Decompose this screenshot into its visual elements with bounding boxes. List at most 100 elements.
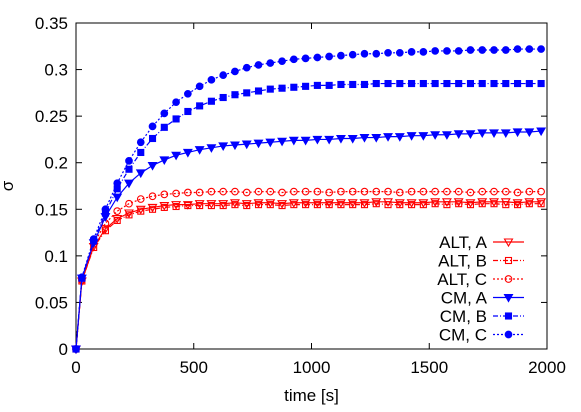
data-point-cm-c xyxy=(537,45,545,53)
data-point-cm-a xyxy=(194,146,205,155)
data-point-alt-a xyxy=(524,198,535,207)
data-point-cm-a xyxy=(453,130,464,139)
data-point-alt-c xyxy=(172,189,180,198)
data-point-alt-b xyxy=(278,202,286,210)
data-point-alt-a xyxy=(265,199,276,208)
data-point-alt-b xyxy=(384,201,392,209)
data-point-cm-a xyxy=(418,132,429,141)
legend-label-cm-a: CM, A xyxy=(441,289,488,308)
data-point-alt-b xyxy=(502,201,510,209)
data-point-alt-c xyxy=(313,187,322,196)
data-point-alt-b xyxy=(231,201,239,209)
data-point-cm-a xyxy=(277,137,288,147)
data-point-alt-c xyxy=(337,187,345,196)
data-point-alt-b xyxy=(137,207,145,215)
data-point-cm-b xyxy=(207,97,215,105)
data-point-cm-b xyxy=(125,165,133,173)
data-point-alt-c xyxy=(136,195,145,203)
data-point-cm-a xyxy=(300,136,311,146)
data-point-cm-b xyxy=(502,79,510,88)
data-point-cm-a xyxy=(324,135,335,145)
data-point-alt-a xyxy=(512,199,523,208)
x-tick-label: 1000 xyxy=(293,358,331,377)
data-point-alt-c xyxy=(278,188,286,197)
y-tick-label: 0 xyxy=(59,340,68,359)
data-point-alt-b xyxy=(219,202,227,210)
data-point-alt-b xyxy=(101,227,109,235)
data-point-cm-b xyxy=(184,107,192,116)
series-line-alt-b xyxy=(75,203,542,350)
x-tick-label: 0 xyxy=(71,358,80,377)
data-point-alt-a xyxy=(135,205,146,215)
y-tick-label: 0.2 xyxy=(44,154,68,173)
data-point-alt-a xyxy=(335,199,346,208)
data-point-alt-a xyxy=(312,199,323,208)
data-point-cm-a xyxy=(441,131,452,140)
data-point-alt-a xyxy=(206,200,217,209)
data-point-alt-b xyxy=(372,200,380,208)
series-cm-a xyxy=(71,127,547,355)
data-point-alt-c xyxy=(490,187,498,196)
data-point-cm-a xyxy=(253,139,264,149)
data-point-alt-a xyxy=(347,199,358,208)
data-point-cm-b xyxy=(514,79,522,88)
data-point-alt-c xyxy=(160,190,169,199)
legend-label-cm-b: CM, B xyxy=(440,307,487,326)
data-point-cm-b xyxy=(148,134,157,143)
data-point-cm-a xyxy=(230,141,240,151)
data-point-cm-a xyxy=(147,161,158,171)
y-tick-label: 0.35 xyxy=(35,14,68,33)
data-point-alt-b xyxy=(525,200,533,208)
data-point-cm-b xyxy=(290,83,298,91)
data-point-alt-b xyxy=(184,202,192,210)
series-cm-c xyxy=(72,45,545,353)
data-point-alt-a xyxy=(371,198,382,207)
data-point-cm-a xyxy=(159,156,170,166)
data-point-cm-c xyxy=(348,50,357,59)
y-tick-label: 0.25 xyxy=(35,107,68,126)
data-point-cm-b xyxy=(313,81,321,89)
data-point-cm-b xyxy=(408,79,416,88)
data-point-alt-b xyxy=(302,201,310,209)
data-point-alt-b xyxy=(419,201,427,209)
data-point-cm-a xyxy=(171,151,182,161)
data-point-cm-a xyxy=(182,148,193,158)
data-point-cm-a xyxy=(371,134,382,143)
data-point-cm-a xyxy=(489,129,499,139)
data-point-cm-b xyxy=(490,79,498,88)
data-point-alt-b xyxy=(254,201,263,209)
data-point-alt-a xyxy=(453,198,464,207)
data-point-alt-b xyxy=(313,201,321,209)
data-point-cm-b xyxy=(384,79,392,88)
series-alt-a xyxy=(71,198,547,355)
data-point-alt-a xyxy=(253,199,264,208)
data-point-cm-c xyxy=(301,54,310,63)
data-point-cm-c xyxy=(219,71,228,80)
data-point-alt-c xyxy=(395,188,404,197)
data-point-cm-a xyxy=(241,140,252,150)
data-point-alt-b xyxy=(148,205,157,213)
data-point-cm-a xyxy=(312,135,323,145)
data-point-cm-c xyxy=(454,47,463,55)
data-point-cm-a xyxy=(477,129,488,139)
data-point-cm-a xyxy=(218,142,229,152)
data-point-alt-b xyxy=(514,201,522,209)
data-point-cm-a xyxy=(536,127,547,137)
data-point-alt-c xyxy=(372,187,381,196)
data-point-cm-b xyxy=(431,79,439,88)
legend-marker-cm-c xyxy=(504,330,513,339)
data-point-cm-c xyxy=(136,138,145,147)
data-point-cm-c xyxy=(266,59,275,67)
data-point-alt-c xyxy=(348,187,357,196)
legend-label-alt-b: ALT, B xyxy=(438,252,487,271)
data-point-cm-c xyxy=(372,49,381,58)
data-point-cm-b xyxy=(466,79,475,88)
data-point-alt-b xyxy=(266,201,274,209)
data-point-alt-a xyxy=(159,202,170,211)
data-point-alt-b xyxy=(466,201,475,209)
data-point-alt-c xyxy=(466,188,475,197)
data-point-cm-b xyxy=(419,79,427,88)
data-point-cm-b xyxy=(243,89,251,97)
data-point-cm-c xyxy=(360,49,369,58)
